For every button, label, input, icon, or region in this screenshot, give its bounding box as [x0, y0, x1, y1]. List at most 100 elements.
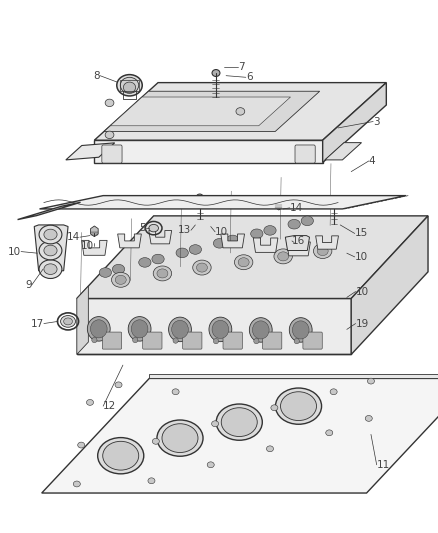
- Ellipse shape: [112, 264, 124, 274]
- Polygon shape: [315, 236, 338, 249]
- Text: 14: 14: [289, 203, 302, 213]
- Ellipse shape: [221, 408, 257, 437]
- Ellipse shape: [325, 430, 332, 436]
- Ellipse shape: [98, 438, 144, 474]
- FancyBboxPatch shape: [294, 145, 314, 163]
- Ellipse shape: [171, 320, 188, 338]
- Ellipse shape: [39, 225, 62, 244]
- Ellipse shape: [212, 320, 228, 338]
- Ellipse shape: [234, 255, 252, 270]
- Ellipse shape: [300, 216, 313, 225]
- Ellipse shape: [90, 320, 107, 338]
- Polygon shape: [42, 378, 438, 493]
- Ellipse shape: [208, 317, 231, 342]
- Ellipse shape: [211, 421, 218, 426]
- Ellipse shape: [196, 194, 203, 200]
- Polygon shape: [220, 234, 244, 248]
- Polygon shape: [66, 143, 114, 160]
- Ellipse shape: [277, 252, 288, 261]
- Ellipse shape: [105, 131, 114, 139]
- Ellipse shape: [64, 318, 72, 325]
- Ellipse shape: [287, 220, 300, 229]
- Ellipse shape: [249, 318, 272, 342]
- Ellipse shape: [132, 337, 138, 343]
- Ellipse shape: [39, 241, 62, 260]
- Text: 17: 17: [31, 319, 44, 328]
- Ellipse shape: [44, 245, 57, 256]
- Ellipse shape: [78, 442, 85, 448]
- Ellipse shape: [316, 246, 328, 256]
- Text: 10: 10: [354, 252, 367, 262]
- Ellipse shape: [313, 244, 331, 259]
- Polygon shape: [104, 91, 319, 132]
- Ellipse shape: [152, 438, 159, 445]
- Ellipse shape: [152, 254, 164, 264]
- FancyBboxPatch shape: [102, 332, 121, 349]
- Ellipse shape: [162, 424, 198, 453]
- Ellipse shape: [105, 99, 114, 107]
- Ellipse shape: [216, 404, 262, 440]
- Ellipse shape: [289, 318, 311, 342]
- Text: 10: 10: [215, 227, 228, 237]
- Polygon shape: [77, 286, 88, 354]
- Ellipse shape: [111, 272, 130, 287]
- Ellipse shape: [329, 199, 336, 206]
- Ellipse shape: [237, 257, 249, 266]
- Ellipse shape: [173, 338, 178, 343]
- Ellipse shape: [131, 320, 148, 338]
- Text: 7: 7: [237, 62, 244, 71]
- Text: 10: 10: [8, 247, 21, 256]
- Text: 14: 14: [67, 232, 80, 242]
- Ellipse shape: [92, 337, 97, 343]
- FancyBboxPatch shape: [102, 145, 122, 163]
- Text: 5: 5: [139, 223, 145, 233]
- Ellipse shape: [115, 276, 126, 285]
- Ellipse shape: [252, 321, 268, 339]
- Ellipse shape: [117, 75, 142, 96]
- Ellipse shape: [293, 338, 299, 344]
- Text: 16: 16: [291, 236, 304, 246]
- Ellipse shape: [212, 70, 219, 76]
- Ellipse shape: [153, 266, 171, 281]
- FancyBboxPatch shape: [302, 332, 321, 349]
- Polygon shape: [324, 143, 361, 160]
- Ellipse shape: [192, 260, 211, 275]
- Polygon shape: [149, 374, 438, 378]
- Ellipse shape: [367, 378, 374, 384]
- Polygon shape: [18, 203, 81, 220]
- Ellipse shape: [270, 405, 277, 410]
- Polygon shape: [117, 234, 141, 248]
- Polygon shape: [253, 238, 277, 252]
- Ellipse shape: [138, 257, 151, 267]
- Ellipse shape: [102, 441, 138, 470]
- Ellipse shape: [292, 321, 308, 339]
- Ellipse shape: [280, 392, 316, 421]
- Ellipse shape: [207, 462, 214, 468]
- Polygon shape: [350, 216, 427, 354]
- Ellipse shape: [236, 108, 244, 115]
- Text: 15: 15: [354, 229, 367, 238]
- Ellipse shape: [213, 238, 225, 248]
- Ellipse shape: [253, 338, 258, 344]
- Ellipse shape: [168, 317, 191, 342]
- Ellipse shape: [120, 77, 138, 93]
- FancyBboxPatch shape: [262, 332, 281, 349]
- Ellipse shape: [39, 260, 62, 278]
- Polygon shape: [148, 230, 171, 244]
- Ellipse shape: [196, 263, 207, 272]
- Ellipse shape: [115, 382, 122, 388]
- Ellipse shape: [148, 478, 155, 484]
- Text: 11: 11: [376, 460, 389, 470]
- Polygon shape: [94, 140, 322, 163]
- Ellipse shape: [250, 229, 262, 239]
- Polygon shape: [39, 196, 405, 209]
- Ellipse shape: [213, 338, 218, 344]
- Ellipse shape: [44, 229, 57, 240]
- Polygon shape: [274, 199, 282, 210]
- Ellipse shape: [128, 317, 151, 341]
- Ellipse shape: [123, 82, 135, 93]
- Text: 6: 6: [245, 72, 252, 82]
- Ellipse shape: [86, 400, 93, 405]
- Ellipse shape: [263, 225, 276, 235]
- Ellipse shape: [60, 316, 75, 327]
